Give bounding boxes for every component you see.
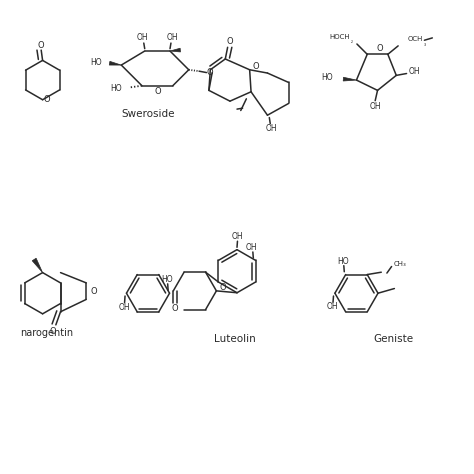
Text: O: O — [219, 283, 226, 292]
Text: O: O — [50, 327, 56, 336]
Text: O: O — [253, 62, 259, 71]
Text: ₃: ₃ — [424, 42, 427, 46]
Text: O: O — [376, 44, 383, 53]
Text: OH: OH — [369, 102, 381, 111]
Text: ₂: ₂ — [351, 39, 353, 44]
Text: OH: OH — [245, 243, 257, 252]
Text: OH: OH — [327, 302, 338, 311]
Text: OH: OH — [166, 33, 178, 42]
Text: O: O — [44, 95, 51, 104]
Polygon shape — [170, 48, 181, 52]
Text: O: O — [206, 68, 213, 77]
Text: O: O — [37, 41, 44, 50]
Text: HOCH: HOCH — [330, 34, 350, 39]
Text: OCH: OCH — [407, 36, 423, 42]
Text: Geniste: Geniste — [374, 334, 414, 344]
Polygon shape — [343, 77, 356, 81]
Text: OH: OH — [118, 303, 130, 312]
Text: OH: OH — [232, 232, 244, 241]
Text: O: O — [172, 304, 179, 313]
Text: OH: OH — [408, 67, 420, 76]
Text: Luteolin: Luteolin — [214, 334, 255, 344]
Text: HO: HO — [161, 274, 173, 283]
Text: O: O — [154, 87, 161, 96]
Polygon shape — [32, 258, 43, 273]
Text: OH: OH — [265, 124, 277, 133]
Text: HO: HO — [321, 73, 333, 82]
Text: HO: HO — [90, 58, 101, 67]
Text: O: O — [227, 36, 233, 46]
Text: CH₃: CH₃ — [394, 261, 407, 267]
Text: HO: HO — [337, 257, 349, 266]
Polygon shape — [109, 61, 121, 65]
Text: OH: OH — [137, 33, 149, 42]
Text: Sweroside: Sweroside — [121, 109, 175, 119]
Text: HO: HO — [110, 84, 122, 93]
Text: narogentin: narogentin — [20, 328, 73, 338]
Text: O: O — [90, 287, 97, 296]
